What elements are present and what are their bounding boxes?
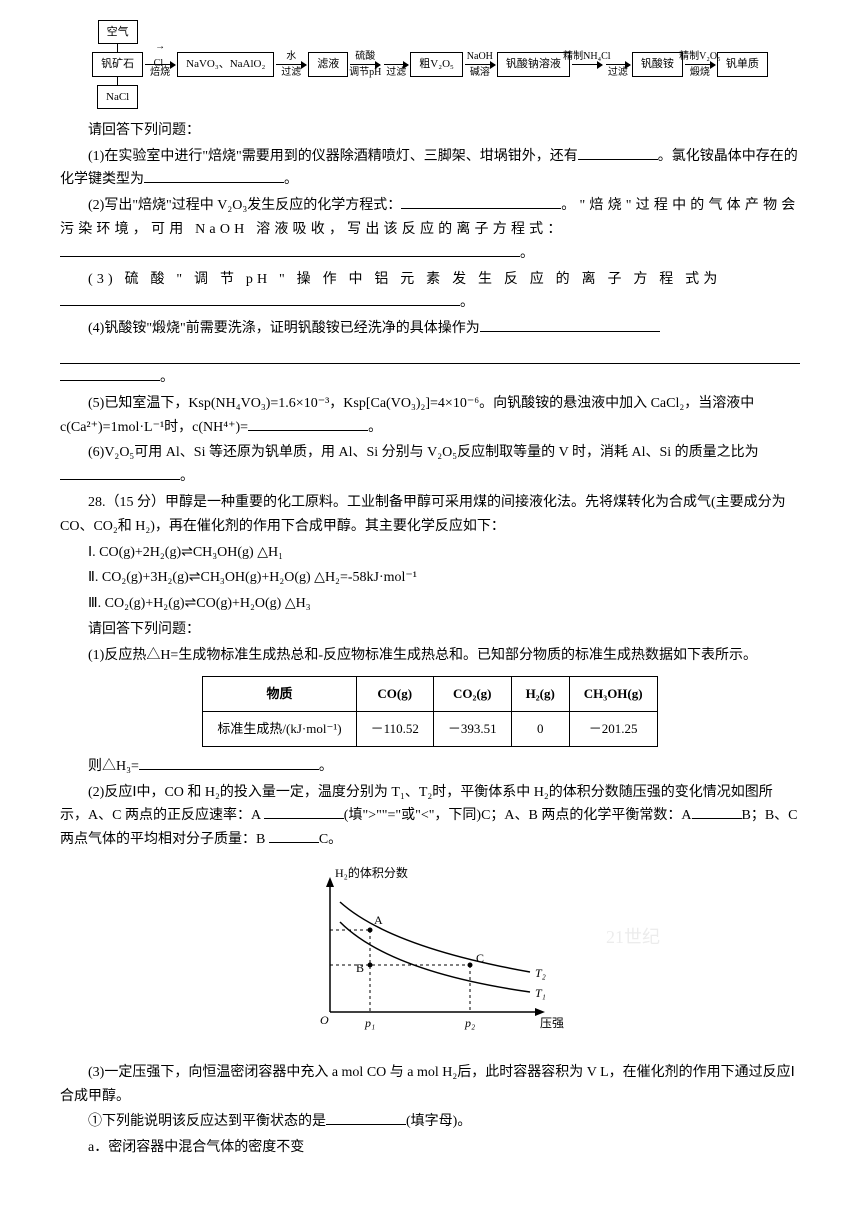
flow-arrow: NaOH 碱溶 xyxy=(465,64,495,65)
question-2: (2)写出"焙烧"过程中 V₂O₃发生反应的化学方程式：。"焙烧"过程中的气体产… xyxy=(60,194,800,265)
question-28-3: (3)一定压强下，向恒温密闭容器中充入 a mol CO 与 a mol H₂后… xyxy=(60,1061,800,1109)
svg-text:H₂的体积分数: H₂的体积分数 xyxy=(335,865,408,880)
question-3: (3) 硫 酸 " 调 节 pH " 操 作 中 铝 元 素 发 生 反 应 的… xyxy=(60,268,800,316)
svg-text:C: C xyxy=(476,951,484,965)
watermark: 21世纪 xyxy=(606,922,660,953)
question-28-2: (2)反应Ⅰ中，CO 和 H₂的投入量一定，温度分别为 T₁、T₂时，平衡体系中… xyxy=(60,781,800,852)
table-cell: －201.25 xyxy=(569,711,657,746)
table-cell: －110.52 xyxy=(356,711,433,746)
table-header: H₂(g) xyxy=(511,676,569,711)
flow-box: 空气 xyxy=(98,20,138,44)
flow-box: 钒单质 xyxy=(717,52,768,76)
blank-line xyxy=(60,343,800,364)
flow-box: NaVO₃、NaAlO₂ xyxy=(177,52,274,76)
flow-box: 粗V₂O₅ xyxy=(410,52,463,76)
svg-text:压强: 压强 xyxy=(540,1016,564,1030)
intro-text: 请回答下列问题： xyxy=(60,119,800,143)
question-6: (6)V₂O₅可用 Al、Si 等还原为钒单质，用 Al、Si 分别与 V₂O₅… xyxy=(60,441,800,489)
flow-arrow: 过滤 xyxy=(606,64,630,65)
table-cell: 标准生成热/(kJ·mol⁻¹) xyxy=(203,711,356,746)
svg-text:p₁: p₁ xyxy=(364,1016,375,1030)
svg-text:T₂: T₂ xyxy=(535,966,546,980)
flow-box: 滤液 xyxy=(308,52,348,76)
flow-box: 钒酸铵 xyxy=(632,52,683,76)
flow-arrow: 水 过滤 xyxy=(276,64,306,65)
svg-text:B: B xyxy=(356,961,364,975)
flow-box: 钒矿石 xyxy=(92,52,143,76)
question-28-3-1: ①下列能说明该反应达到平衡状态的是(填字母)。 xyxy=(60,1110,800,1134)
flow-box: 钒酸钠溶液 xyxy=(497,52,570,76)
flow-arrow: 硫酸 调节pH xyxy=(350,64,380,65)
question-1: (1)在实验室中进行"焙烧"需要用到的仪器除酒精喷灯、三脚架、坩埚钳外，还有。氯… xyxy=(60,145,800,193)
table-header: CO₂(g) xyxy=(433,676,511,711)
reaction-1: Ⅰ. CO(g)+2H₂(g)⇌CH₃OH(g) △H₁ xyxy=(60,541,800,565)
table-header: 物质 xyxy=(203,676,356,711)
svg-text:T₁: T₁ xyxy=(535,986,546,1000)
flow-arrow: 精制V₂O₅ 煅烧 xyxy=(685,64,715,65)
svg-text:p₂: p₂ xyxy=(464,1016,475,1030)
blank-end: 。 xyxy=(60,366,800,390)
table-cell: －393.51 xyxy=(433,711,511,746)
flow-box: NaCl xyxy=(97,85,138,109)
pressure-chart: A B C H₂的体积分数 T₂ T₁ p₁ p₂ O 压强 21世纪 xyxy=(60,862,800,1051)
flow-arrow: 精制NH₄Cl xyxy=(572,64,602,65)
question-5: (5)已知室温下，Ksp(NH₄VO₃)=1.6×10⁻³，Ksp[Ca(VO₃… xyxy=(60,392,800,440)
question-4: (4)钒酸铵"煅烧"前需要洗涤，证明钒酸铵已经洗净的具体操作为 xyxy=(60,317,800,341)
reaction-2: Ⅱ. CO₂(g)+3H₂(g)⇌CH₃OH(g)+H₂O(g) △H₂=-58… xyxy=(60,566,800,590)
flow-arrow: → Cl₂ 焙烧 xyxy=(145,64,175,65)
svg-text:A: A xyxy=(374,913,383,927)
table-header: CH₃OH(g) xyxy=(569,676,657,711)
question-28-intro: 28.（15 分）甲醇是一种重要的化工原料。工业制备甲醇可采用煤的间接液化法。先… xyxy=(60,491,800,539)
svg-text:O: O xyxy=(320,1013,329,1027)
enthalpy-table: 物质 CO(g) CO₂(g) H₂(g) CH₃OH(g) 标准生成热/(kJ… xyxy=(202,676,657,747)
q28-prompt: 请回答下列问题： xyxy=(60,618,800,642)
question-28-1b: 则△H₃=。 xyxy=(60,755,800,779)
question-28-1: (1)反应热△H=生成物标准生成热总和-反应物标准生成热总和。已知部分物质的标准… xyxy=(60,644,800,668)
process-flowchart: 空气 钒矿石 NaCl → Cl₂ 焙烧 NaVO₃、NaAlO₂ 水 过滤 滤… xyxy=(60,20,800,109)
reaction-3: Ⅲ. CO₂(g)+H₂(g)⇌CO(g)+H₂O(g) △H₃ xyxy=(60,592,800,616)
option-a: a．密闭容器中混合气体的密度不变 xyxy=(60,1136,800,1160)
table-header: CO(g) xyxy=(356,676,433,711)
table-cell: 0 xyxy=(511,711,569,746)
flow-arrow: 过滤 xyxy=(384,64,408,65)
